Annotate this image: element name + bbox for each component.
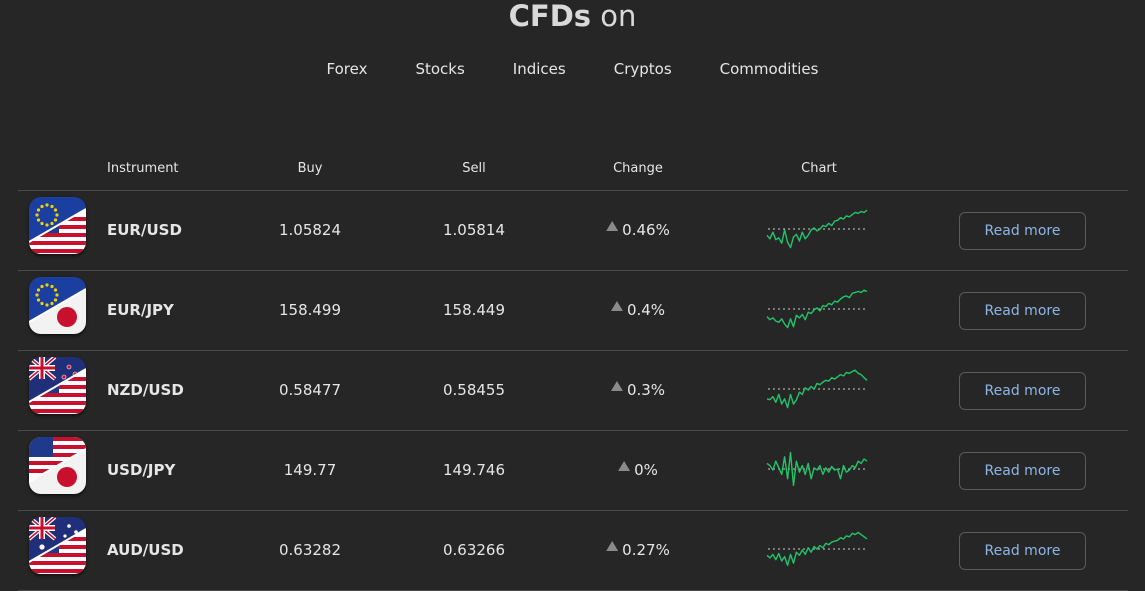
buy-price: 149.77: [283, 461, 337, 479]
column-header-buy: Buy: [297, 161, 323, 176]
change-value: 0.3%: [610, 380, 666, 400]
sparkline-chart: [766, 531, 868, 567]
read-more-button[interactable]: Read more: [959, 532, 1086, 570]
column-header-sell: Sell: [462, 161, 486, 176]
sparkline-path: [766, 289, 868, 329]
up-arrow-icon: [606, 221, 619, 231]
change-percent: 0%: [634, 461, 658, 479]
title-light: on: [600, 0, 637, 33]
read-more-button[interactable]: Read more: [959, 212, 1086, 250]
sparkline-path: [766, 369, 868, 409]
sparkline-path: [766, 531, 868, 567]
title-bold: CFDs: [508, 0, 592, 33]
sparkline-path: [766, 451, 868, 487]
read-more-button[interactable]: Read more: [959, 292, 1086, 330]
table-row[interactable]: AUD/USD 0.63282 0.63266 0.27% Read more: [18, 511, 1128, 591]
up-arrow-icon: [606, 541, 619, 551]
table-row[interactable]: EUR/JPY 158.499 158.449 0.4% Read more: [18, 271, 1128, 351]
buy-price: 0.63282: [278, 541, 342, 559]
sell-price: 158.449: [442, 301, 506, 319]
column-header-instrument: Instrument: [107, 161, 179, 176]
table-row[interactable]: NZD/USD 0.58477 0.58455 0.3% Read more: [18, 351, 1128, 431]
instrument-table: Instrument Buy Sell Change Chart: [18, 150, 1128, 591]
sparkline-path: [766, 209, 868, 249]
buy-price: 1.05824: [278, 221, 342, 239]
buy-price: 0.58477: [278, 381, 342, 399]
page-title: CFDs on: [0, 0, 1145, 34]
au-us-flag-icon: [29, 517, 86, 574]
eu-us-flag-icon: [29, 197, 86, 254]
tab-commodities[interactable]: Commodities: [719, 60, 819, 78]
sparkline-chart: [766, 289, 868, 329]
buy-price: 158.499: [278, 301, 342, 319]
table-row[interactable]: USD/JPY 149.77 149.746 0% Read more: [18, 431, 1128, 511]
us-jp-flag-icon: [29, 437, 86, 494]
change-percent: 0.27%: [622, 541, 670, 559]
category-tabs: Forex Stocks Indices Cryptos Commodities: [0, 58, 1145, 80]
change-value: 0%: [618, 460, 658, 480]
instrument-symbol: AUD/USD: [107, 541, 184, 559]
read-more-button[interactable]: Read more: [959, 452, 1086, 490]
change-percent: 0.4%: [626, 301, 666, 319]
instrument-symbol: USD/JPY: [107, 461, 176, 479]
sparkline-chart: [766, 451, 868, 487]
sparkline-chart: [766, 369, 868, 409]
tab-indices[interactable]: Indices: [512, 60, 566, 78]
sell-price: 149.746: [442, 461, 506, 479]
read-more-button[interactable]: Read more: [959, 372, 1086, 410]
sell-price: 0.58455: [442, 381, 506, 399]
up-arrow-icon: [610, 301, 623, 311]
instrument-symbol: NZD/USD: [107, 381, 184, 399]
column-header-chart: Chart: [801, 161, 837, 176]
change-value: 0.4%: [610, 300, 666, 320]
change-percent: 0.3%: [626, 381, 666, 399]
tab-cryptos[interactable]: Cryptos: [613, 60, 672, 78]
table-row[interactable]: EUR/USD 1.05824 1.05814 0.46% Read more: [18, 191, 1128, 271]
instrument-symbol: EUR/USD: [107, 221, 182, 239]
column-header-change: Change: [613, 161, 663, 176]
change-percent: 0.46%: [622, 221, 670, 239]
tab-stocks[interactable]: Stocks: [415, 60, 465, 78]
tab-forex[interactable]: Forex: [326, 60, 368, 78]
change-value: 0.27%: [606, 540, 670, 560]
sell-price: 1.05814: [442, 221, 506, 239]
nz-us-flag-icon: [29, 357, 86, 414]
change-value: 0.46%: [606, 220, 670, 240]
eu-jp-flag-icon: [29, 277, 86, 334]
table-header: Instrument Buy Sell Change Chart: [18, 150, 1128, 191]
up-arrow-icon: [618, 461, 631, 471]
up-arrow-icon: [610, 381, 623, 391]
sell-price: 0.63266: [442, 541, 506, 559]
sparkline-chart: [766, 209, 868, 249]
instrument-symbol: EUR/JPY: [107, 301, 174, 319]
